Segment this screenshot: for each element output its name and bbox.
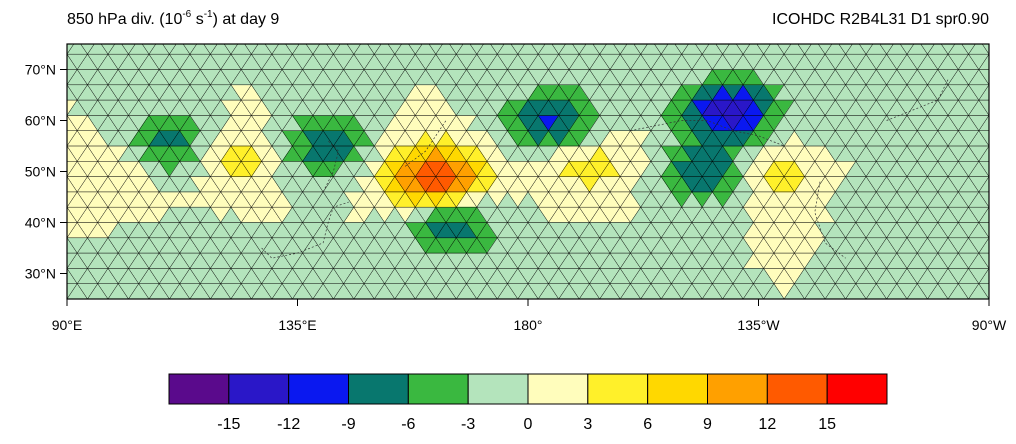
- mesh-triangle: [989, 268, 1010, 283]
- mesh-triangle: [999, 70, 1016, 85]
- field-cell: [989, 223, 1010, 238]
- mesh-triangle: [989, 192, 1010, 207]
- field-cell: [989, 131, 1010, 146]
- y-tick-label: 30°N: [25, 266, 56, 282]
- colorbar-label: 15: [818, 416, 836, 433]
- y-tick-label: 70°N: [25, 62, 56, 78]
- colorbar-label: 3: [583, 416, 592, 433]
- x-tick-label: 90°E: [52, 317, 83, 333]
- mesh-triangle: [989, 100, 1010, 115]
- plot-area: [47, 39, 1016, 299]
- colorbar-box: [528, 374, 588, 404]
- y-axis: 70°N 60°N 50°N 40°N 30°N: [25, 62, 67, 282]
- mesh-triangle: [999, 161, 1016, 176]
- mesh-triangle: [999, 192, 1016, 207]
- field-cell: [989, 100, 1010, 115]
- field-cell: [989, 39, 1010, 54]
- x-axis: 90°E 135°E 180° 135°W 90°W: [52, 299, 1007, 333]
- mesh-triangle: [989, 238, 1010, 253]
- mesh-triangle: [999, 223, 1016, 238]
- colorbar-label: -9: [341, 416, 355, 433]
- colorbar-label: -12: [277, 416, 300, 433]
- mesh-triangle: [47, 131, 68, 146]
- colorbar-box: [169, 374, 229, 404]
- colorbar-box: [588, 374, 648, 404]
- colorbar-box: [229, 374, 289, 404]
- colorbar-box: [289, 374, 349, 404]
- field-cell: [999, 223, 1016, 238]
- mesh-triangle: [989, 223, 1010, 238]
- x-tick-label: 135°E: [278, 317, 316, 333]
- x-tick-label: 180°: [514, 317, 543, 333]
- field-cell: [989, 207, 1010, 222]
- mesh-triangle: [989, 70, 1010, 85]
- field-cell: [999, 161, 1016, 176]
- mesh-triangle: [999, 100, 1016, 115]
- mesh-triangle: [989, 177, 1010, 192]
- mesh-triangle: [47, 192, 68, 207]
- chart-subtitle-right: ICOHDC R2B4L31 D1 spr0.90: [772, 11, 989, 28]
- field-cell: [989, 268, 1010, 283]
- mesh-triangle: [989, 131, 1010, 146]
- field-cell: [999, 253, 1016, 268]
- field-cell: [989, 54, 1010, 69]
- mesh-triangle: [989, 253, 1010, 268]
- mesh-triangle: [989, 207, 1010, 222]
- colorbar-label: 9: [703, 416, 712, 433]
- mesh-triangle: [999, 284, 1016, 299]
- mesh-triangle: [989, 54, 1010, 69]
- x-tick-label: 135°W: [737, 317, 780, 333]
- mesh-triangle: [999, 39, 1016, 54]
- colorbar-label: 12: [758, 416, 776, 433]
- mesh-triangle: [989, 85, 1010, 100]
- mesh-triangle: [999, 131, 1016, 146]
- colorbar-label: -6: [401, 416, 415, 433]
- field-cell: [999, 39, 1016, 54]
- field-cell: [989, 161, 1010, 176]
- field-cell: [989, 192, 1010, 207]
- field-cell: [989, 115, 1010, 130]
- colorbar-box: [708, 374, 768, 404]
- mesh-triangle: [47, 284, 68, 299]
- colorbar-box: [468, 374, 528, 404]
- field-cell: [999, 100, 1016, 115]
- field-cell: [47, 284, 68, 299]
- mesh-triangle: [47, 39, 68, 54]
- field-cell: [989, 253, 1010, 268]
- colorbar-label: 0: [524, 416, 533, 433]
- y-tick-label: 50°N: [25, 164, 56, 180]
- field-cell: [47, 39, 68, 54]
- y-tick-label: 40°N: [25, 215, 56, 231]
- mesh-triangle: [989, 284, 1010, 299]
- x-tick-label: 90°W: [972, 317, 1007, 333]
- field-cell: [989, 146, 1010, 161]
- colorbar-box: [767, 374, 827, 404]
- mesh-triangle: [989, 39, 1010, 54]
- colorbar-box: [408, 374, 468, 404]
- mesh-triangle: [989, 146, 1010, 161]
- chart-title: 850 hPa div. (10-6 s-1) at day 9: [67, 9, 279, 28]
- field-cell: [989, 284, 1010, 299]
- field-cell: [989, 70, 1010, 85]
- y-tick-label: 60°N: [25, 113, 56, 129]
- mesh-triangle: [999, 253, 1016, 268]
- colorbar-box: [648, 374, 708, 404]
- field-cell: [999, 131, 1016, 146]
- colorbar-label: -3: [461, 416, 475, 433]
- colorbar-label: 6: [643, 416, 652, 433]
- field-cell: [999, 192, 1016, 207]
- colorbar: -15 -12 -9 -6 -3 0 3 6 9 12 15: [169, 374, 887, 433]
- mesh-triangle: [989, 115, 1010, 130]
- field-cell: [999, 284, 1016, 299]
- colorbar-label: -15: [217, 416, 240, 433]
- mesh-triangle: [989, 161, 1010, 176]
- field-cell: [989, 85, 1010, 100]
- field-cell: [989, 238, 1010, 253]
- colorbar-box: [827, 374, 887, 404]
- colorbar-box: [349, 374, 409, 404]
- field-cell: [999, 70, 1016, 85]
- field-cell: [989, 177, 1010, 192]
